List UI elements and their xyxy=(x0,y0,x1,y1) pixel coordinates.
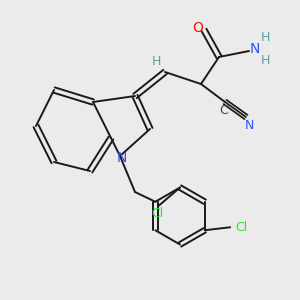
Text: N: N xyxy=(244,119,254,132)
Text: H: H xyxy=(261,31,270,44)
Text: H: H xyxy=(261,53,270,67)
Text: C: C xyxy=(219,104,228,117)
Text: Cl: Cl xyxy=(236,221,248,234)
Text: H: H xyxy=(151,55,161,68)
Text: O: O xyxy=(193,22,203,35)
Text: N: N xyxy=(249,42,260,56)
Text: Cl: Cl xyxy=(152,207,164,220)
Text: N: N xyxy=(116,151,127,164)
